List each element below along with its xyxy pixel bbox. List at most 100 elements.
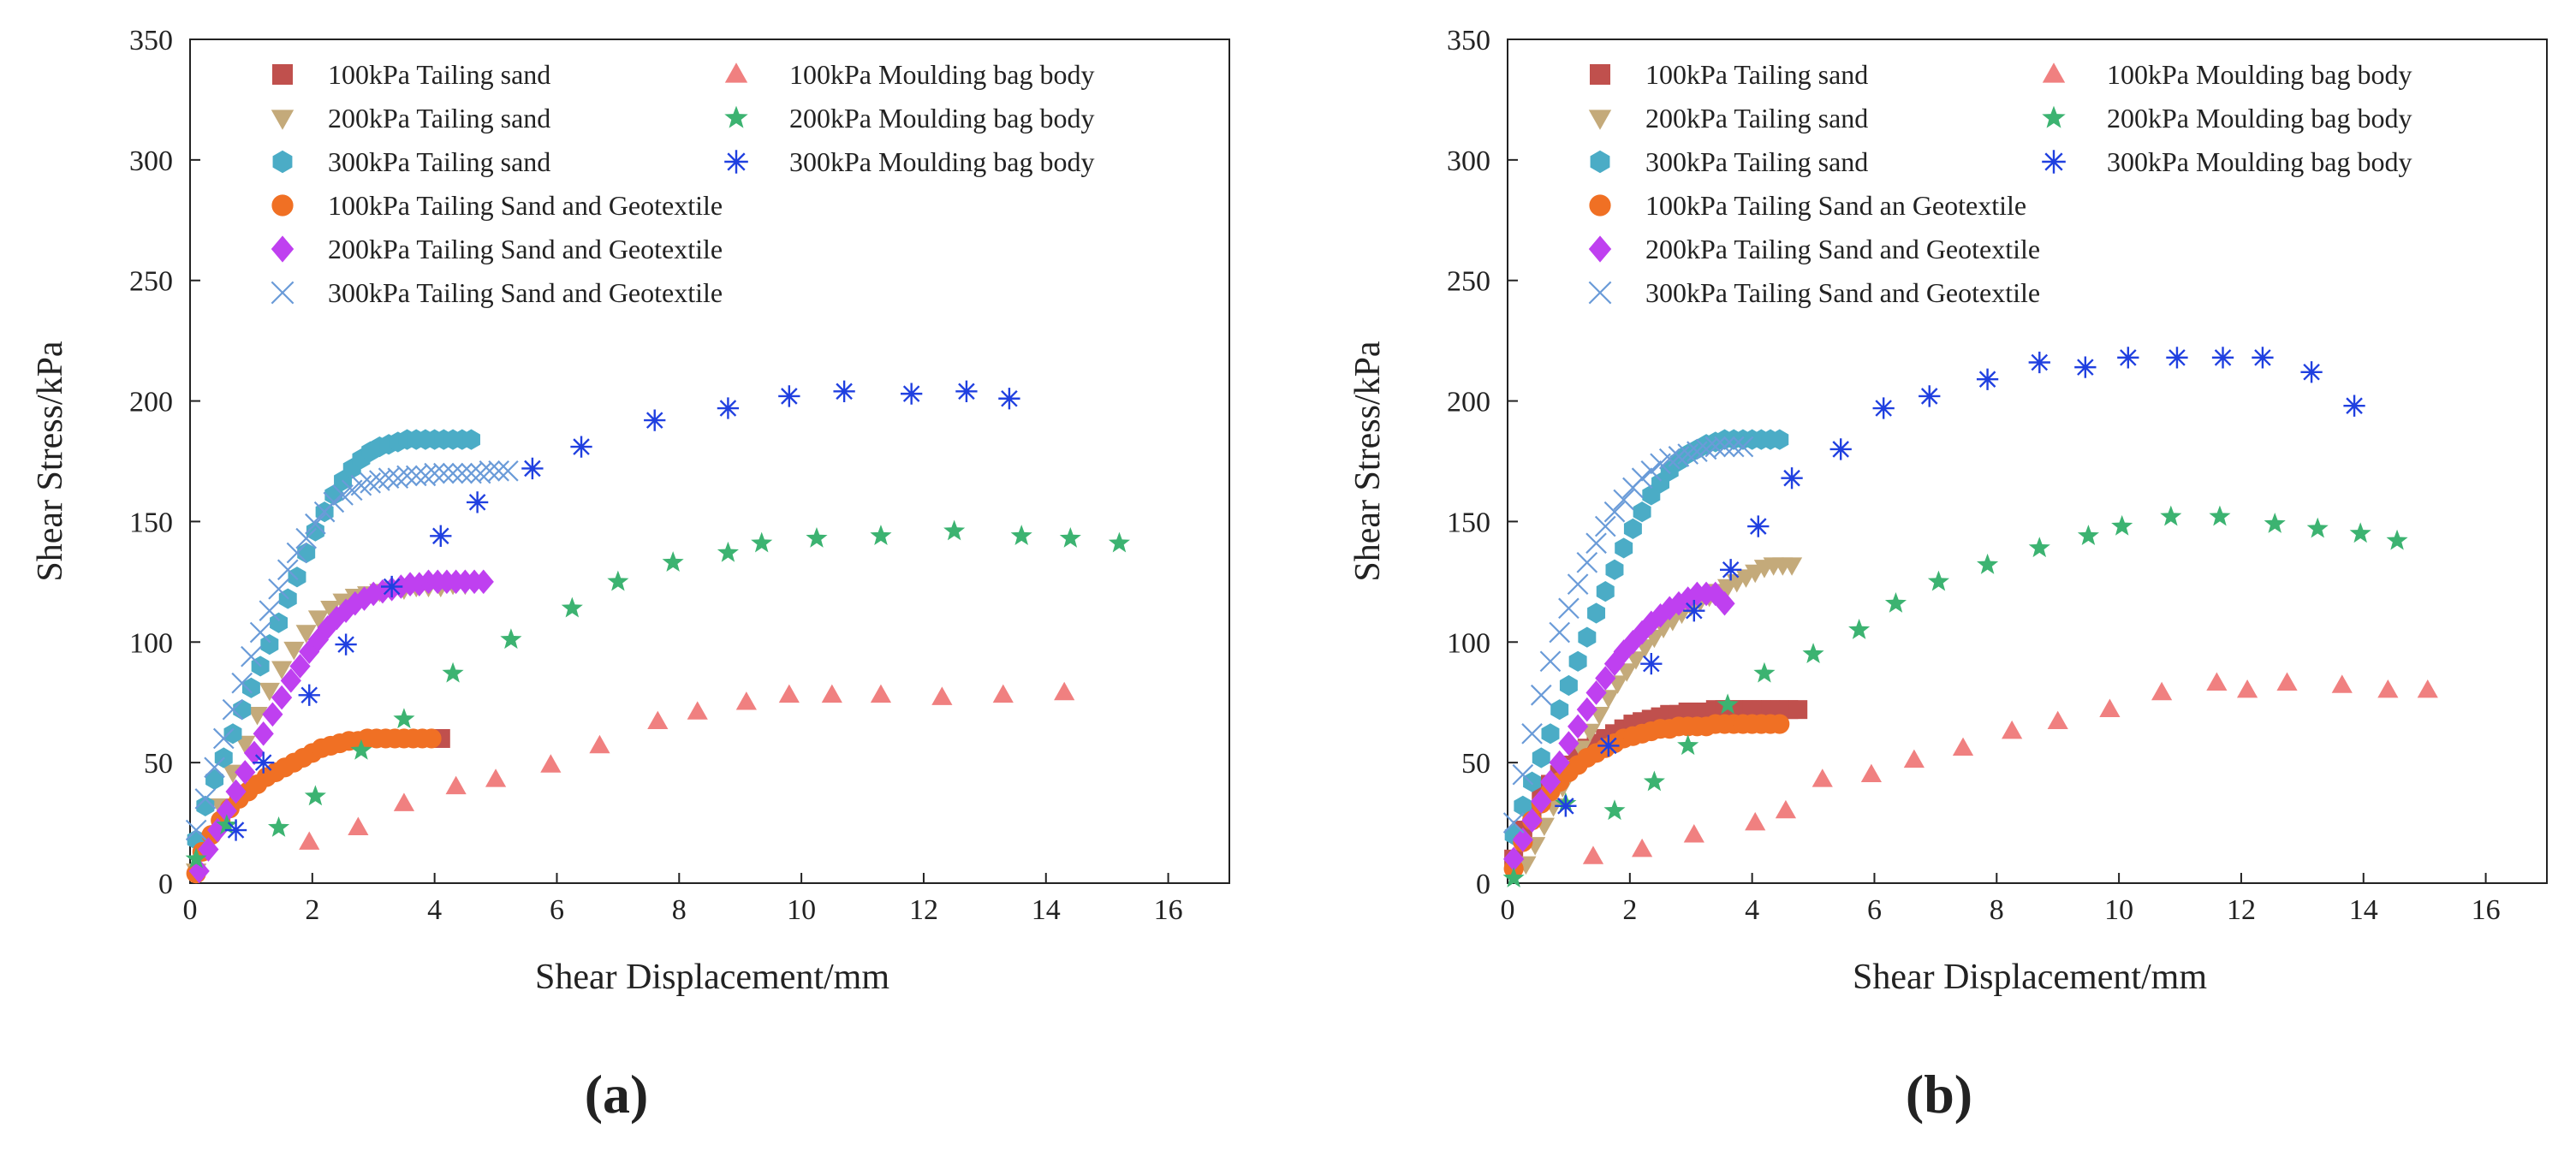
data-point — [1541, 723, 1560, 745]
plot-frame — [189, 39, 1230, 884]
data-point — [1919, 385, 1941, 407]
data-point — [1722, 436, 1745, 458]
data-point — [223, 723, 242, 745]
data-point — [488, 460, 509, 482]
data-point — [381, 575, 403, 598]
y-tick-label: 200 — [129, 387, 173, 418]
legend-label-mb100: 100kPa Moulding bag body — [2107, 59, 2412, 90]
data-point — [1632, 838, 1653, 857]
panel-label: (a) — [585, 1064, 649, 1124]
data-point — [644, 409, 666, 431]
data-point — [2300, 361, 2323, 383]
data-point — [421, 728, 442, 749]
data-point — [931, 686, 953, 705]
data-point — [2117, 347, 2139, 369]
data-point — [304, 785, 326, 806]
series-tsg200 — [188, 569, 494, 884]
data-point — [295, 527, 318, 549]
y-tick-label: 250 — [1447, 266, 1490, 298]
data-point — [1683, 824, 1704, 843]
data-point — [1597, 734, 1620, 757]
plot-frame — [1507, 39, 2548, 884]
data-point — [259, 600, 281, 621]
data-point — [306, 520, 324, 542]
data-point — [806, 526, 828, 548]
data-point — [662, 551, 684, 572]
data-point — [1687, 441, 1708, 463]
y-tick-label: 0 — [1476, 869, 1490, 900]
data-point — [1745, 811, 1766, 831]
data-point — [1640, 460, 1663, 482]
data-point — [1603, 799, 1626, 821]
data-point — [299, 831, 320, 850]
data-point — [461, 462, 482, 484]
data-point — [1550, 699, 1569, 721]
data-point — [1558, 597, 1580, 620]
data-point — [992, 684, 1014, 703]
data-point — [205, 768, 224, 790]
y-tick-label: 100 — [1447, 627, 1490, 659]
series-mb100 — [299, 681, 1075, 850]
data-point — [1512, 763, 1534, 786]
data-point — [2077, 525, 2099, 546]
y-tick-label: 150 — [129, 507, 173, 538]
data-point — [1576, 697, 1597, 722]
data-point — [1502, 812, 1525, 834]
legend-marker-mb300 — [2042, 150, 2066, 174]
data-point — [462, 429, 480, 450]
data-point — [469, 462, 491, 484]
data-point — [2264, 513, 2286, 533]
data-point — [2386, 529, 2408, 550]
data-point — [1567, 573, 1589, 596]
data-point — [833, 380, 855, 402]
y-tick-label: 50 — [1461, 748, 1490, 780]
data-point — [241, 645, 262, 667]
data-point — [1615, 537, 1633, 559]
y-tick-label: 350 — [129, 25, 173, 56]
y-tick-label: 100 — [129, 627, 173, 659]
data-point — [262, 702, 283, 727]
data-point — [1860, 763, 1882, 783]
data-point — [1555, 795, 1577, 817]
legend-label-tsg100: 100kPa Tailing Sand an Geotextile — [1645, 190, 2026, 221]
y-tick-label: 200 — [1447, 387, 1490, 418]
data-point — [1585, 532, 1607, 555]
data-point — [247, 707, 268, 726]
legend-marker-tsg100 — [271, 194, 294, 217]
data-point — [2099, 698, 2121, 717]
data-point — [1587, 602, 1606, 624]
data-point — [1521, 723, 1543, 745]
data-point — [2151, 681, 2173, 701]
data-point — [2028, 537, 2050, 558]
data-point — [212, 727, 235, 750]
data-point — [350, 474, 372, 496]
legend-label-ts100: 100kPa Tailing sand — [1645, 59, 1868, 90]
legend-marker-mb100 — [2042, 62, 2066, 83]
data-point — [235, 735, 256, 755]
data-point — [241, 677, 260, 698]
legend-marker-ts100 — [272, 64, 293, 85]
data-point — [393, 792, 415, 811]
data-point — [1502, 867, 1525, 888]
chart-panel-b: 0 2 4 6 8 10 12 14 16 0 50 100 150 200 250 300 350 Shear … — [1348, 25, 2548, 1124]
data-point — [2028, 351, 2050, 374]
x-tick-label: 0 — [183, 894, 198, 926]
data-point — [1603, 501, 1626, 523]
data-point — [1720, 559, 1742, 581]
data-point — [1613, 489, 1635, 511]
legend-marker-mb300 — [724, 150, 748, 174]
legend-label-tsg300: 300kPa Tailing Sand and Geotextile — [1645, 277, 2040, 308]
data-point — [1625, 651, 1647, 670]
legend-marker-tsg200 — [271, 235, 294, 263]
data-point — [1952, 737, 1974, 756]
data-point — [1616, 663, 1638, 682]
data-point — [1594, 515, 1616, 537]
data-point — [194, 788, 217, 810]
data-point — [2160, 505, 2182, 526]
data-point — [348, 816, 369, 836]
data-point — [1010, 525, 1032, 546]
data-point — [778, 684, 800, 703]
x-tick-label: 4 — [427, 894, 442, 926]
data-point — [1532, 747, 1550, 768]
series-mb200 — [185, 519, 1131, 869]
